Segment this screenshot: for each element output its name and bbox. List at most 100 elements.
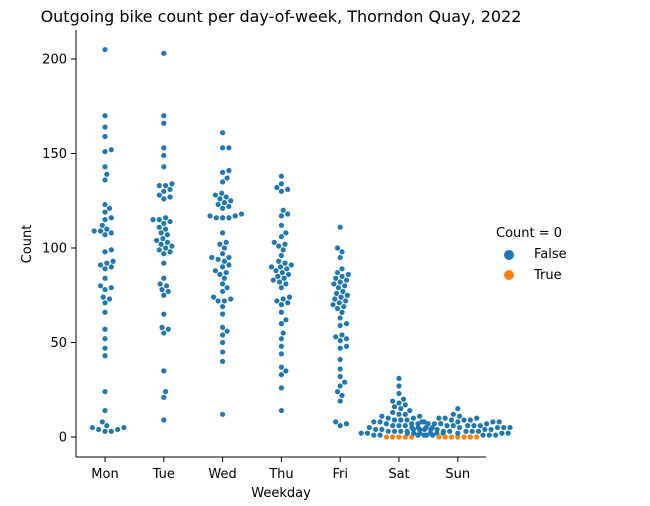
data-point-sun-false [484,421,490,427]
data-point-sat-false [396,423,402,429]
data-point-mon-false [108,147,114,153]
data-point-sat-false [417,413,423,419]
data-point-sat-false [366,424,372,431]
x-tick-label-thu: Thu [268,467,293,482]
data-point-sat-false [385,428,391,434]
data-point-sun-false [474,415,480,421]
data-point-mon-false [102,209,108,215]
data-point-thu-false [278,364,284,370]
data-point-sun-false [428,426,434,433]
data-point-tue-false [167,218,173,225]
data-point-wed-false [238,211,245,217]
data-point-mon-false [97,283,104,289]
data-point-sun-false [488,426,494,433]
data-point-sun-false [490,419,496,425]
x-tick-label-fri: Fri [332,467,348,482]
data-point-tue-false [163,183,169,189]
data-point-mon-false [102,389,108,395]
data-point-sat-false [415,421,421,427]
data-point-fri-false [331,281,337,287]
data-point-thu-false [278,336,284,342]
data-point-fri-false [337,322,343,329]
data-point-sun-false [417,430,423,436]
data-point-sat-false [379,413,385,419]
data-point-tue-false [158,230,164,236]
data-point-tue-false [161,145,167,151]
data-point-tue-false [156,247,162,253]
data-point-wed-false [223,269,229,276]
data-point-sat-true [390,434,396,440]
data-point-fri-false [343,321,350,327]
data-point-sat-false [391,417,398,423]
data-point-wed-false [220,303,226,310]
data-point-thu-false [286,271,292,278]
data-point-sat-false [400,396,407,402]
data-point-thu-false [282,260,288,266]
data-point-tue-false [167,194,173,200]
data-point-sun-false [457,424,463,431]
data-point-mon-false [102,275,108,281]
data-point-tue-false [161,164,167,170]
data-point-sat-false [402,411,408,417]
y-tick-label: 50 [50,336,67,351]
data-point-mon-false [102,113,108,119]
data-point-sat-false [410,415,416,421]
data-point-mon-false [102,428,108,434]
data-point-tue-false [159,286,165,293]
data-point-mon-false [97,228,104,234]
data-point-thu-false [278,234,284,240]
data-point-mon-false [102,46,108,53]
data-point-wed-false [220,264,226,270]
data-point-fri-false [337,423,343,429]
data-point-mon-false [121,424,127,431]
data-point-sat-false [391,404,398,410]
data-point-mon-false [102,353,108,359]
data-points [89,46,513,440]
data-point-thu-false [278,407,284,414]
data-point-wed-false [226,203,232,210]
data-point-wed-false [209,254,215,261]
data-point-fri-false [337,338,343,344]
data-point-wed-false [223,239,229,245]
data-point-wed-false [215,201,221,208]
data-point-tue-false [161,220,167,227]
data-point-sun-false [469,428,475,434]
data-point-thu-false [280,296,286,302]
data-point-fri-false [335,285,341,291]
data-point-tue-false [150,217,156,223]
data-point-sat-false [398,417,404,423]
data-point-fri-false [343,277,350,283]
data-point-tue-false [164,239,170,245]
data-point-thu-false [274,184,280,191]
legend-marker-true [504,270,514,280]
y-tick-label: 100 [42,242,67,257]
data-point-tue-false [161,152,167,158]
data-point-fri-false [339,249,345,255]
data-point-tue-false [161,292,167,298]
data-point-sun-false [440,428,446,434]
data-point-wed-false [220,288,226,295]
data-point-sun-false [482,426,488,433]
x-tick-label-sat: Sat [388,467,409,482]
data-point-wed-false [226,254,232,261]
data-point-sun-false [465,423,471,429]
data-point-fri-false [342,379,348,385]
data-point-tue-false [161,260,167,266]
data-point-mon-false [99,419,105,425]
data-point-sun-false [461,417,467,423]
data-point-mon-false [102,326,108,332]
data-point-wed-false [220,215,226,221]
data-point-mon-false [108,215,114,221]
data-point-wed-false [226,262,232,268]
data-point-tue-false [156,217,162,223]
data-point-fri-false [336,300,342,306]
data-point-sun-false [434,426,440,433]
data-point-thu-false [278,285,284,291]
data-point-mon-false [99,222,105,228]
data-point-wed-false [224,175,230,181]
data-point-wed-false [228,296,234,302]
data-point-thu-false [278,321,284,327]
data-point-tue-false [161,113,167,119]
data-point-thu-false [285,186,291,193]
